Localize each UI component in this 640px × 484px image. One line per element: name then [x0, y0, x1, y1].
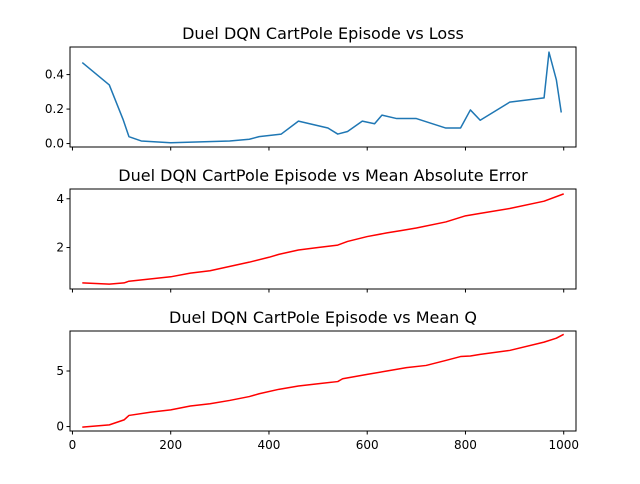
loss-series-line: [81, 51, 563, 144]
loss-y-tick-label: 0.0: [45, 137, 64, 151]
meanq-x-tick-label: 1000: [548, 438, 579, 452]
meanq-x-tick-label: 800: [454, 438, 477, 452]
loss-chart-title: Duel DQN CartPole Episode vs Loss: [182, 24, 464, 43]
meanq-x-tick-label: 600: [356, 438, 379, 452]
mae-panel: Duel DQN CartPole Episode vs Mean Absolu…: [56, 166, 577, 293]
mae-plot-area: [69, 188, 577, 290]
meanq-x-tick-label: 400: [258, 438, 281, 452]
mae-y-tick-label: 4: [56, 192, 64, 206]
loss-plot-area: [69, 46, 577, 148]
mae-y-tick-label: 2: [56, 241, 64, 255]
meanq-x-tick-label: 200: [159, 438, 182, 452]
meanq-panel: Duel DQN CartPole Episode vs Mean Q 0 5 0 2…: [56, 308, 579, 452]
loss-y-tick-label: 0.4: [45, 68, 64, 82]
meanq-chart-title: Duel DQN CartPole Episode vs Mean Q: [169, 308, 477, 327]
loss-panel: Duel DQN CartPole Episode vs Loss 0.0 0.2…: [45, 24, 577, 151]
mae-series-line: [82, 193, 564, 285]
mae-marks: 24: [56, 192, 565, 293]
meanq-plot-area: [69, 330, 577, 432]
meanq-x-tick-label: 0: [69, 438, 77, 452]
meanq-y-tick-label: 0: [56, 420, 64, 434]
loss-marks: 0.0 0.2 0.4: [45, 51, 565, 151]
meanq-series-line: [82, 333, 565, 428]
loss-y-tick-label: 0.2: [45, 102, 64, 116]
meanq-marks: 0 5 0 200 400 600 800 1000: [56, 333, 579, 452]
meanq-y-tick-label: 5: [56, 364, 64, 378]
mae-chart-title: Duel DQN CartPole Episode vs Mean Absolu…: [118, 166, 528, 185]
